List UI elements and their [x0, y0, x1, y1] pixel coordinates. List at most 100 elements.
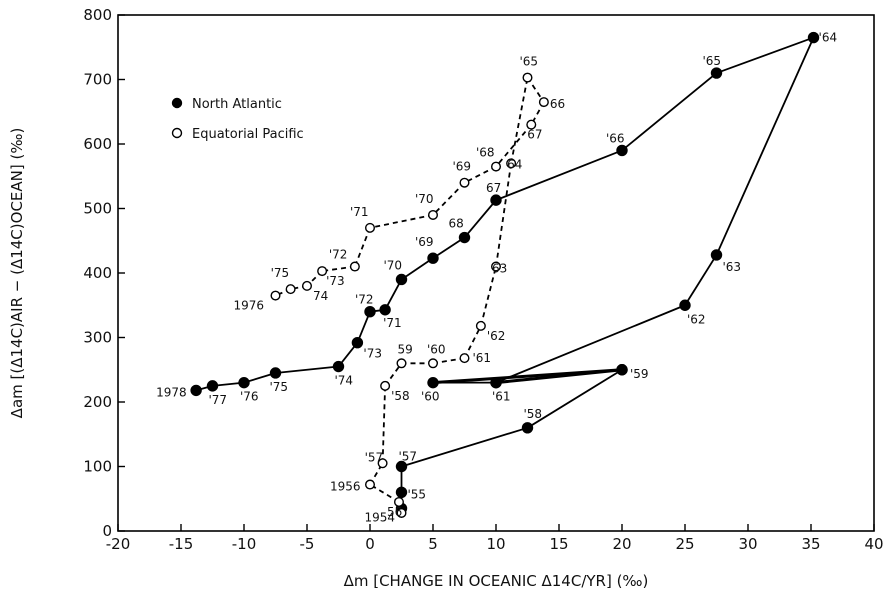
data-point: [526, 119, 537, 130]
data-label: '57: [399, 450, 418, 464]
x-tick-label: -5: [300, 535, 315, 553]
data-label: '71: [350, 205, 369, 219]
data-label: '61: [473, 351, 492, 365]
series-segment: [684, 254, 718, 306]
data-point: [679, 299, 691, 311]
data-point: [285, 284, 296, 295]
x-tick-label: -15: [169, 535, 194, 553]
data-point: [427, 376, 439, 389]
series-points: [190, 31, 820, 518]
data-label: '75: [271, 266, 290, 280]
data-label: '72: [355, 293, 374, 307]
legend-marker-equatorial-pacific: [171, 127, 183, 139]
data-point: [428, 209, 439, 220]
x-tick-label: -10: [232, 535, 257, 553]
series-segment: [463, 325, 482, 359]
data-label: '70: [415, 192, 434, 206]
data-point: [427, 252, 439, 264]
data-point: [807, 31, 820, 44]
data-label: '69: [453, 160, 472, 174]
series-segment: [715, 37, 815, 256]
data-label: '64: [819, 31, 838, 45]
data-point: [490, 376, 502, 389]
data-label: 66: [550, 97, 565, 111]
data-label: '69: [415, 235, 434, 249]
axis-ticks: -20 -15 -10 -5 0 5 10 15 20 25 30 35 400100200300400…: [83, 6, 883, 553]
data-point: [710, 249, 723, 261]
data-label: '76: [240, 390, 259, 404]
data-label: 64: [507, 157, 522, 171]
y-tick-label: 200: [83, 393, 112, 411]
data-point: [506, 158, 517, 169]
series-segment: [400, 257, 434, 281]
data-label: 68: [449, 217, 464, 231]
data-label: 59: [398, 342, 413, 356]
data-point: [332, 360, 345, 373]
data-label: '57: [365, 450, 384, 464]
y-tick-label: 700: [83, 71, 112, 89]
data-point: [269, 367, 282, 379]
data-label: '63: [723, 260, 742, 274]
data-point: [616, 364, 628, 376]
x-tick-label: 40: [864, 535, 883, 553]
data-point: [475, 320, 486, 331]
data-point: [458, 231, 471, 244]
data-label: '59: [630, 367, 649, 381]
series-segment: [510, 77, 529, 164]
y-tick-label: 100: [83, 458, 112, 476]
data-point: [395, 273, 408, 286]
data-label: '61: [492, 390, 511, 404]
y-tick-label: 600: [83, 135, 112, 153]
data-point: [351, 336, 364, 349]
legend-marker-north-atlantic: [171, 97, 183, 109]
data-point: [395, 486, 408, 498]
data-label: '73: [326, 274, 345, 288]
data-label: 63: [492, 262, 507, 276]
x-tick-label: 35: [801, 535, 820, 553]
data-label: '75: [270, 380, 289, 394]
data-label: '68: [476, 146, 495, 160]
y-tick-label: 800: [83, 6, 112, 24]
legend-label-equatorial-pacific: Equatorial Pacific: [192, 127, 304, 142]
data-point: [349, 261, 360, 272]
series-segment: [275, 365, 339, 374]
series-segment: [495, 368, 623, 385]
data-point: [616, 144, 628, 157]
data-point: [710, 67, 723, 79]
data-point: [365, 222, 376, 233]
data-label: '65: [520, 55, 539, 69]
data-point: [238, 376, 250, 389]
data-point: [317, 266, 328, 277]
x-tick-label: 0: [365, 535, 375, 553]
series-segment: [463, 199, 497, 239]
data-label: 1976: [234, 299, 265, 313]
series-segment: [432, 182, 466, 216]
x-tick-label: 25: [675, 535, 694, 553]
y-tick-label: 500: [83, 200, 112, 218]
data-point: [522, 72, 533, 83]
data-label: 74: [313, 289, 328, 303]
data-label: 56: [387, 505, 402, 519]
x-tick-label: 30: [738, 535, 757, 553]
series-segment: [401, 426, 528, 468]
data-label: '70: [384, 258, 403, 272]
data-label: '77: [209, 393, 228, 407]
data-label: 1954: [365, 510, 396, 524]
data-label: '74: [335, 374, 354, 388]
data-point: [190, 384, 202, 397]
data-point: [459, 353, 470, 364]
data-point: [270, 290, 281, 301]
series-segment: [464, 165, 497, 184]
data-label: '65: [703, 54, 722, 68]
x-tick-label: 15: [549, 535, 568, 553]
data-point: [459, 177, 470, 188]
series-segment: [381, 385, 387, 464]
x-tick-label: -20: [106, 535, 131, 553]
x-axis-label: Δm [CHANGE IN OCEANIC Δ14C/YR] (‰): [344, 572, 649, 590]
series-segment: [354, 227, 371, 267]
data-label: '62: [487, 329, 506, 343]
x-tick-label: 20: [612, 535, 631, 553]
data-point: [490, 194, 502, 206]
data-label: '60: [427, 342, 446, 356]
series-segment: [384, 279, 403, 311]
